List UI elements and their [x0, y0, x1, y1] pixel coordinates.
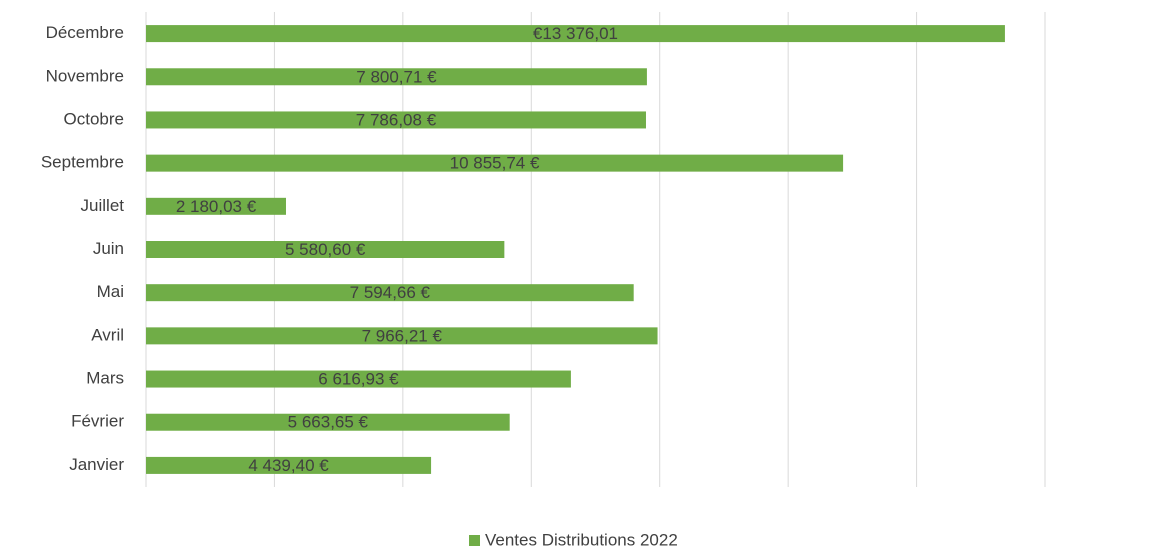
bar [146, 284, 634, 302]
y-tick-label: Juillet [81, 196, 125, 215]
y-tick-label: Septembre [41, 153, 124, 172]
bar [146, 68, 647, 86]
legend-swatch [469, 535, 480, 546]
bar [146, 413, 510, 431]
bar [146, 327, 658, 345]
bar [146, 370, 571, 388]
data-label: 7 800,71 € [356, 67, 437, 86]
data-label: 5 580,60 € [285, 240, 366, 259]
bar [146, 241, 505, 258]
bar [146, 197, 286, 215]
data-label: 5 663,65 € [288, 413, 369, 432]
bar [146, 154, 844, 172]
y-tick-label: Octobre [64, 109, 124, 128]
data-label: 7 594,66 € [350, 283, 431, 302]
data-label: 7 966,21 € [362, 326, 443, 345]
data-label: 10 855,74 € [450, 154, 540, 173]
bar [146, 111, 646, 129]
y-tick-label: Janvier [69, 455, 124, 474]
y-tick-label: Juin [93, 239, 124, 258]
y-tick-label: Mars [86, 369, 124, 388]
data-label: 4 439,40 € [248, 456, 329, 475]
y-tick-label: Mai [97, 282, 124, 301]
y-tick-label: Avril [91, 325, 124, 344]
y-tick-label: Février [71, 412, 124, 431]
bar [146, 25, 1005, 43]
data-label: 6 616,93 € [318, 370, 399, 389]
data-label: 7 786,08 € [356, 110, 437, 129]
data-label: €13 376,01 [533, 24, 618, 43]
legend-label: Ventes Distributions 2022 [485, 530, 678, 547]
bar [146, 456, 432, 474]
y-tick-label: Décembre [46, 23, 124, 42]
y-tick-label: Novembre [46, 66, 124, 85]
data-label: 2 180,03 € [176, 197, 257, 216]
